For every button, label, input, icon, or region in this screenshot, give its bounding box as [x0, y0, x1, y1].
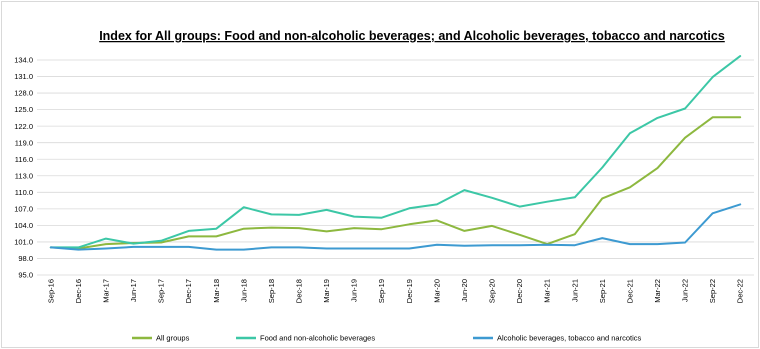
x-tick-label: Sep-21	[598, 279, 607, 303]
x-tick-label: Mar-19	[322, 279, 331, 303]
y-tick-label: 122.0	[14, 122, 33, 131]
x-tick-label: Mar-18	[212, 279, 221, 303]
y-tick-label: 113.0	[15, 171, 33, 180]
y-tick-label: 98.0	[18, 254, 33, 263]
x-tick-label: Dec-18	[294, 279, 303, 303]
x-tick-label: Sep-16	[46, 279, 55, 303]
x-tick-label: Sep-19	[377, 279, 386, 303]
x-tick-label: Jun-19	[350, 279, 359, 302]
x-tick-label: Dec-20	[515, 279, 524, 303]
series-line-1	[49, 116, 742, 250]
x-tick-label: Mar-20	[432, 279, 441, 303]
y-tick-label: 128.0	[14, 89, 33, 98]
y-tick-label: 134.0	[14, 56, 33, 65]
x-tick-label: Jun-20	[460, 279, 469, 302]
x-tick-label: Sep-20	[488, 279, 497, 303]
chart-title: Index for All groups: Food and non-alcoh…	[99, 29, 725, 43]
data-series	[49, 55, 742, 251]
y-tick-label: 110.0	[15, 188, 33, 197]
y-tick-label: 101.0	[14, 238, 33, 247]
x-tick-label: Sep-18	[267, 279, 276, 303]
y-tick-label: 95.0	[18, 271, 33, 280]
legend-label: All groups	[156, 334, 190, 343]
x-tick-label: Mar-17	[101, 279, 110, 303]
y-tick-label: 104.0	[14, 221, 33, 230]
x-axis-ticks: Sep-16 Dec-16 Mar-17 Jun-17 Sep-17 Dec-17 Mar-…	[46, 279, 744, 303]
x-tick-label: Dec-22	[736, 279, 745, 303]
x-tick-label: Jun-22	[681, 279, 690, 302]
gridlines	[37, 59, 754, 276]
y-tick-label: 119.0	[15, 138, 33, 147]
x-tick-label: Jun-17	[129, 279, 138, 302]
x-tick-label: Dec-17	[184, 279, 193, 303]
series-line-3	[49, 203, 742, 251]
x-tick-label: Dec-21	[625, 279, 634, 303]
y-axis-ticks: 95.0 98.0 101.0 104.0 107.0 110.0 113.0 116.0 11…	[14, 56, 33, 280]
legend: All groups Food and non-alcoholic beverag…	[132, 334, 642, 343]
y-tick-label: 125.0	[14, 105, 33, 114]
series-line-2	[49, 55, 742, 249]
x-tick-label: Dec-16	[74, 279, 83, 303]
y-tick-label: 131.0	[14, 72, 33, 81]
y-tick-label: 107.0	[14, 204, 33, 213]
legend-label: Food and non-alcoholic beverages	[260, 334, 375, 343]
x-tick-label: Sep-17	[157, 279, 166, 303]
y-tick-label: 116.0	[15, 155, 33, 164]
x-tick-label: Mar-22	[653, 279, 662, 303]
x-tick-label: Sep-22	[708, 279, 717, 303]
legend-label: Alcoholic beverages, tobacco and narcoti…	[497, 334, 642, 343]
x-tick-label: Dec-19	[405, 279, 414, 303]
x-tick-label: Jun-18	[239, 279, 248, 302]
x-tick-label: Mar-21	[543, 279, 552, 303]
x-tick-label: Jun-21	[570, 279, 579, 302]
